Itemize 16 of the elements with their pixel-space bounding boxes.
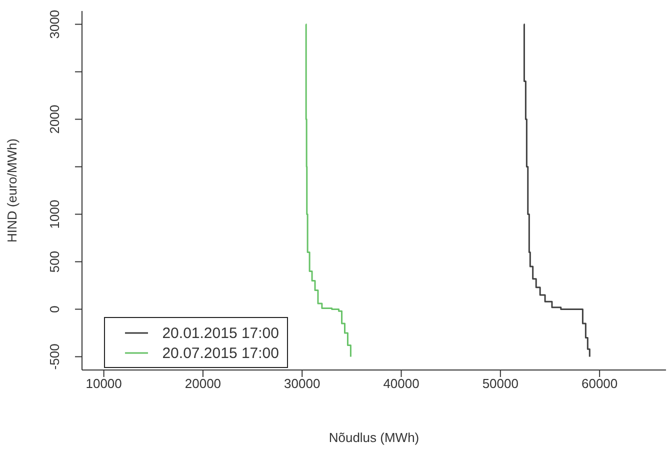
- y-tick-label: 1000: [47, 200, 62, 229]
- y-tick-label: 0: [47, 306, 62, 313]
- x-axis-title: Nõudlus (MWh): [328, 430, 420, 445]
- y-tick-label: 500: [47, 250, 62, 273]
- x-tick-label: 10000: [86, 376, 122, 392]
- y-axis-title: HIND (euro/MWh): [4, 138, 20, 243]
- x-tick-label: 40000: [383, 376, 420, 392]
- legend-label: 20.07.2015 17:00: [162, 344, 279, 362]
- x-tick-label: 60000: [581, 376, 618, 392]
- x-tick-label: 30000: [284, 376, 320, 392]
- y-tick-label: 2000: [47, 104, 62, 134]
- x-tick-label: 50000: [482, 376, 518, 392]
- legend-label: 20.01.2015 17:00: [162, 324, 279, 342]
- y-tick-label: 3000: [47, 10, 62, 39]
- y-tick-label: -500: [47, 344, 62, 370]
- x-tick-label: 20000: [184, 376, 222, 392]
